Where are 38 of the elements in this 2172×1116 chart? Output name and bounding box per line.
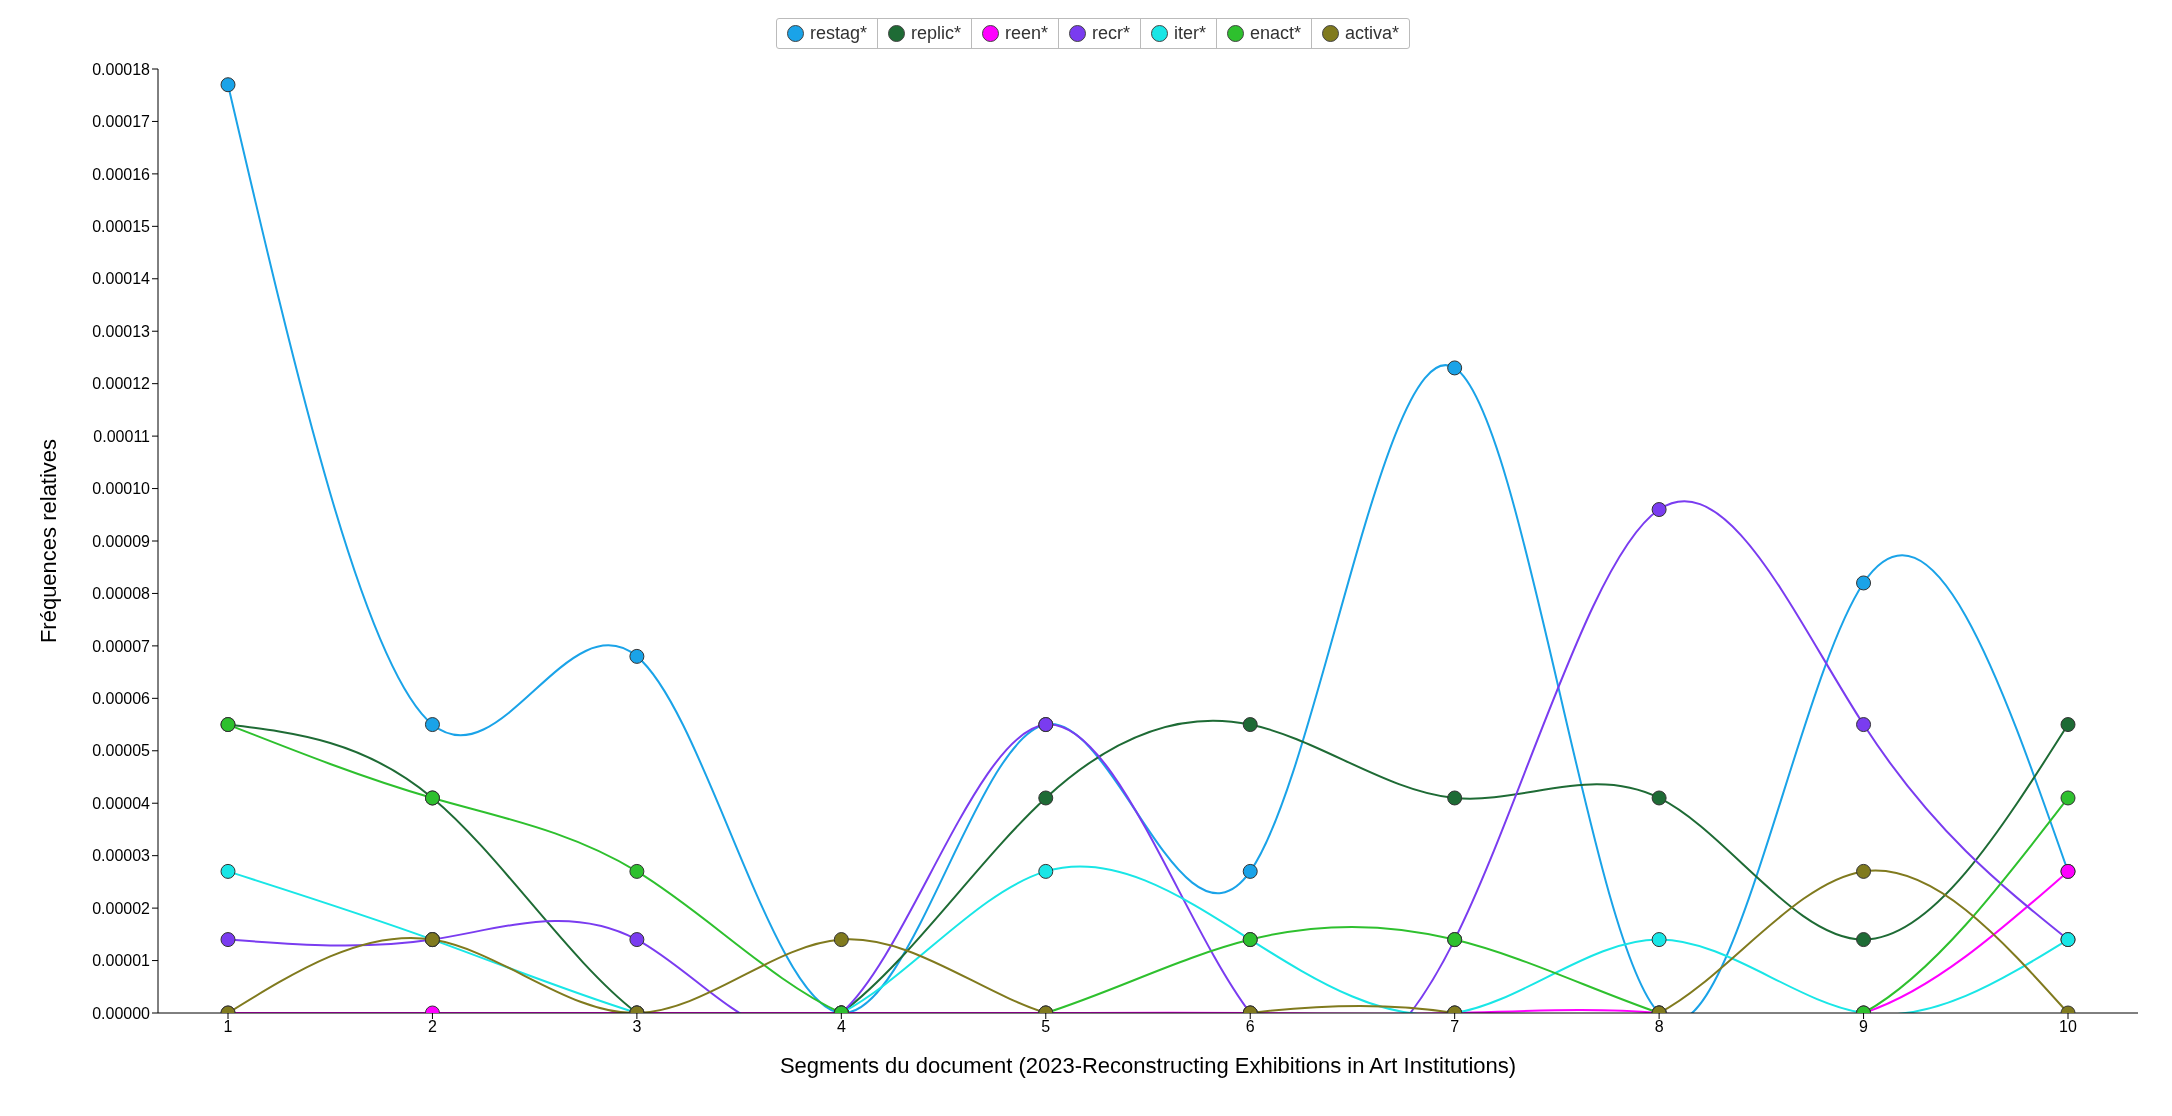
y-tick-label: 0.00012 bbox=[92, 375, 151, 393]
x-tick-label: 8 bbox=[1654, 1018, 1664, 1036]
legend-label: restag* bbox=[808, 22, 868, 45]
x-tick-label: 7 bbox=[1450, 1018, 1460, 1036]
y-tick-label: 0.00018 bbox=[92, 60, 151, 78]
legend-label: activa* bbox=[1311, 19, 1410, 48]
y-tick-label: 0.00003 bbox=[92, 847, 151, 865]
x-tick-label: 1 bbox=[223, 1018, 233, 1036]
legend-label: recr* bbox=[1058, 19, 1141, 48]
x-tick-label: 2 bbox=[427, 1018, 437, 1036]
legend-label: enact* bbox=[1216, 19, 1312, 48]
y-tick-label: 0.00006 bbox=[92, 690, 151, 708]
legend-label: replic* bbox=[876, 19, 971, 48]
y-tick-label: 0.00002 bbox=[92, 899, 151, 917]
x-axis-title: Segments du document (2023-Reconstructing Exhibitions in Art Institutions) bbox=[779, 1053, 1517, 1078]
y-tick-label: 0.00009 bbox=[92, 532, 151, 550]
y-tick-label: 0.00017 bbox=[92, 113, 151, 131]
x-tick-label: 10 bbox=[2059, 1018, 2077, 1036]
legend-label: iter* bbox=[1140, 19, 1217, 48]
x-tick-label: 6 bbox=[1245, 1018, 1255, 1036]
x-tick-label: 9 bbox=[1859, 1018, 1869, 1036]
y-tick-label: 0.00008 bbox=[92, 585, 151, 603]
y-tick-label: 0.00001 bbox=[92, 952, 151, 970]
x-tick-label: 5 bbox=[1041, 1018, 1051, 1036]
y-tick-label: 0.00004 bbox=[92, 794, 151, 812]
y-tick-label: 0.00000 bbox=[92, 1004, 151, 1022]
legend-label: reen* bbox=[970, 19, 1058, 48]
y-tick-label: 0.00007 bbox=[92, 637, 151, 655]
x-tick-label: 4 bbox=[836, 1018, 846, 1036]
y-tick-label: 0.00016 bbox=[92, 165, 151, 183]
y-tick-label: 0.00010 bbox=[92, 480, 151, 498]
y-tick-label: 0.00015 bbox=[92, 218, 151, 236]
x-tick-label: 3 bbox=[632, 1018, 642, 1036]
y-tick-label: 0.00005 bbox=[92, 742, 151, 760]
y-tick-label: 0.00013 bbox=[92, 322, 151, 340]
y-tick-label: 0.00011 bbox=[93, 427, 151, 445]
y-axis-title: Fréquences relatives bbox=[35, 438, 61, 644]
y-tick-label: 0.00014 bbox=[92, 270, 151, 288]
